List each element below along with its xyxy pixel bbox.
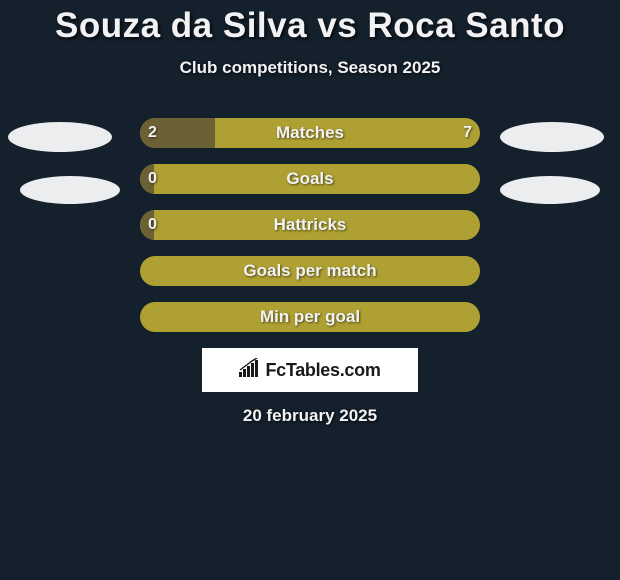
stat-row: Hattricks0	[0, 210, 620, 240]
stat-row: Goals per match	[0, 256, 620, 286]
decorative-oval	[500, 122, 604, 152]
stat-bar-track	[140, 164, 480, 194]
date-text: 20 february 2025	[0, 406, 620, 426]
logo: FcTables.com	[239, 358, 380, 383]
logo-chart-icon	[239, 358, 261, 383]
stat-value-right: 7	[463, 118, 472, 148]
stat-bar-track	[140, 302, 480, 332]
page-title: Souza da Silva vs Roca Santo	[0, 6, 620, 46]
stat-row: Min per goal	[0, 302, 620, 332]
decorative-oval	[8, 122, 112, 152]
logo-text: FcTables.com	[265, 360, 380, 381]
stat-bar-track	[140, 256, 480, 286]
comparison-card: Souza da Silva vs Roca Santo Club compet…	[0, 0, 620, 580]
decorative-oval	[500, 176, 600, 204]
stat-value-left: 2	[148, 118, 157, 148]
stat-value-left: 0	[148, 210, 157, 240]
subtitle: Club competitions, Season 2025	[0, 58, 620, 78]
stat-bar-track	[140, 210, 480, 240]
decorative-oval	[20, 176, 120, 204]
stat-bar-track	[140, 118, 480, 148]
stat-value-left: 0	[148, 164, 157, 194]
logo-box: FcTables.com	[202, 348, 418, 392]
